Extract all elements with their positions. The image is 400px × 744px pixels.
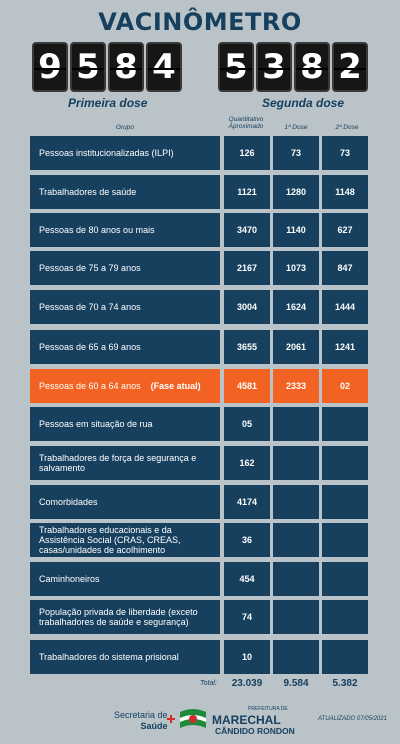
table-row: Pessoas de 60 a 64 anos (Fase atual) 4581 2… <box>30 369 370 403</box>
header-group: Grupo <box>115 124 135 131</box>
row-dose1: 2061 <box>273 330 319 364</box>
header-dose1: 1ª Dose <box>284 124 308 131</box>
row-dose2: 02 <box>322 369 368 403</box>
table-row: Comorbidades 4174 <box>30 485 370 519</box>
table-row: Pessoas de 80 anos ou mais 3470 1140 627 <box>30 213 370 247</box>
table-row: Caminhoneiros 454 <box>30 562 370 596</box>
row-dose1 <box>273 640 319 674</box>
row-dose1 <box>273 600 319 634</box>
health-cross-icon <box>167 715 175 723</box>
second-dose-counter: 5 3 8 2 <box>218 42 368 92</box>
counter-digit: 8 <box>294 42 330 92</box>
row-group: Pessoas de 70 a 74 anos <box>30 290 220 324</box>
row-dose2: 847 <box>322 251 368 285</box>
row-dose2: 627 <box>322 213 368 247</box>
total-quantity: 23.039 <box>231 678 263 689</box>
first-dose-label: Primeira dose <box>68 96 148 110</box>
table-row: Trabalhadores do sistema prisional 10 <box>30 640 370 674</box>
row-quantity: 36 <box>224 523 270 557</box>
row-quantity: 3004 <box>224 290 270 324</box>
table-row: Trabalhadores de saúde 1121 1280 1148 <box>30 175 370 209</box>
row-quantity: 162 <box>224 446 270 480</box>
row-dose2: 1241 <box>322 330 368 364</box>
row-dose1: 1624 <box>273 290 319 324</box>
row-dose1: 1140 <box>273 213 319 247</box>
row-dose1 <box>273 407 319 441</box>
updated-date: ATUALIZADO 07/05/2021 <box>318 716 387 722</box>
row-dose1: 2333 <box>273 369 319 403</box>
city-flag-icon <box>180 709 206 728</box>
row-group: População privada de liberdade (exceto t… <box>30 600 220 634</box>
table-row: Pessoas institucionalizadas (ILPI) 126 73 7… <box>30 136 370 170</box>
counter-digit: 5 <box>218 42 254 92</box>
row-quantity: 3655 <box>224 330 270 364</box>
row-quantity: 1121 <box>224 175 270 209</box>
row-quantity: 10 <box>224 640 270 674</box>
row-dose1: 1280 <box>273 175 319 209</box>
first-dose-counter: 9 5 8 4 <box>32 42 182 92</box>
row-quantity: 4174 <box>224 485 270 519</box>
counter-digit: 9 <box>32 42 68 92</box>
header-quantity: Quantitativo Aproximado <box>228 116 264 130</box>
row-quantity: 05 <box>224 407 270 441</box>
counter-digit: 2 <box>332 42 368 92</box>
counter-digit: 8 <box>108 42 144 92</box>
row-group: Trabalhadores educacionais e da Assistên… <box>30 523 220 557</box>
total-dose1: 9.584 <box>283 678 309 689</box>
secretaria-logo: Secretaria de Saúde <box>114 710 168 731</box>
row-dose2 <box>322 523 368 557</box>
row-group: Pessoas de 75 a 79 anos <box>30 251 220 285</box>
row-quantity: 3470 <box>224 213 270 247</box>
second-dose-label: Segunda dose <box>262 96 345 110</box>
row-dose2 <box>322 600 368 634</box>
row-dose1 <box>273 446 319 480</box>
row-dose2 <box>322 446 368 480</box>
row-group: Pessoas de 65 a 69 anos <box>30 330 220 364</box>
row-dose2 <box>322 407 368 441</box>
table-row: Trabalhadores de força de segurança e sa… <box>30 446 370 480</box>
row-group: Trabalhadores de força de segurança e sa… <box>30 446 220 480</box>
prefeitura-logo: PREFEITURA DE MARECHAL CÂNDIDO RONDON <box>212 706 295 736</box>
row-dose1 <box>273 562 319 596</box>
row-group: Caminhoneiros <box>30 562 220 596</box>
table-row: Pessoas de 75 a 79 anos 2167 1073 847 <box>30 251 370 285</box>
row-dose2: 1444 <box>322 290 368 324</box>
row-quantity: 454 <box>224 562 270 596</box>
row-quantity: 4581 <box>224 369 270 403</box>
row-quantity: 74 <box>224 600 270 634</box>
row-group: Comorbidades <box>30 485 220 519</box>
row-quantity: 2167 <box>224 251 270 285</box>
row-group: Pessoas institucionalizadas (ILPI) <box>30 136 220 170</box>
row-quantity: 126 <box>224 136 270 170</box>
row-dose1: 1073 <box>273 251 319 285</box>
row-dose2: 1148 <box>322 175 368 209</box>
counter-digit: 5 <box>70 42 106 92</box>
header-dose2: 2ª Dose <box>335 124 359 131</box>
row-dose1 <box>273 523 319 557</box>
row-dose1: 73 <box>273 136 319 170</box>
counter-digit: 4 <box>146 42 182 92</box>
row-group: Trabalhadores de saúde <box>30 175 220 209</box>
current-phase-label: (Fase atual) <box>150 381 201 391</box>
row-group: Trabalhadores do sistema prisional <box>30 640 220 674</box>
page-title: VACINÔMETRO <box>98 8 302 36</box>
counter-digit: 3 <box>256 42 292 92</box>
table-row: Pessoas de 65 a 69 anos 3655 2061 1241 <box>30 330 370 364</box>
row-dose2: 73 <box>322 136 368 170</box>
row-group: Pessoas em situação de rua <box>30 407 220 441</box>
table-row: População privada de liberdade (exceto t… <box>30 600 370 634</box>
total-label: Total: <box>200 680 217 687</box>
table-row: Pessoas de 70 a 74 anos 3004 1624 1444 <box>30 290 370 324</box>
row-dose2 <box>322 485 368 519</box>
table-row: Trabalhadores educacionais e da Assistên… <box>30 523 370 557</box>
row-dose2 <box>322 640 368 674</box>
row-dose1 <box>273 485 319 519</box>
row-group: Pessoas de 60 a 64 anos (Fase atual) <box>30 369 220 403</box>
row-dose2 <box>322 562 368 596</box>
row-group: Pessoas de 80 anos ou mais <box>30 213 220 247</box>
table-row: Pessoas em situação de rua 05 <box>30 407 370 441</box>
total-dose2: 5.382 <box>332 678 358 689</box>
